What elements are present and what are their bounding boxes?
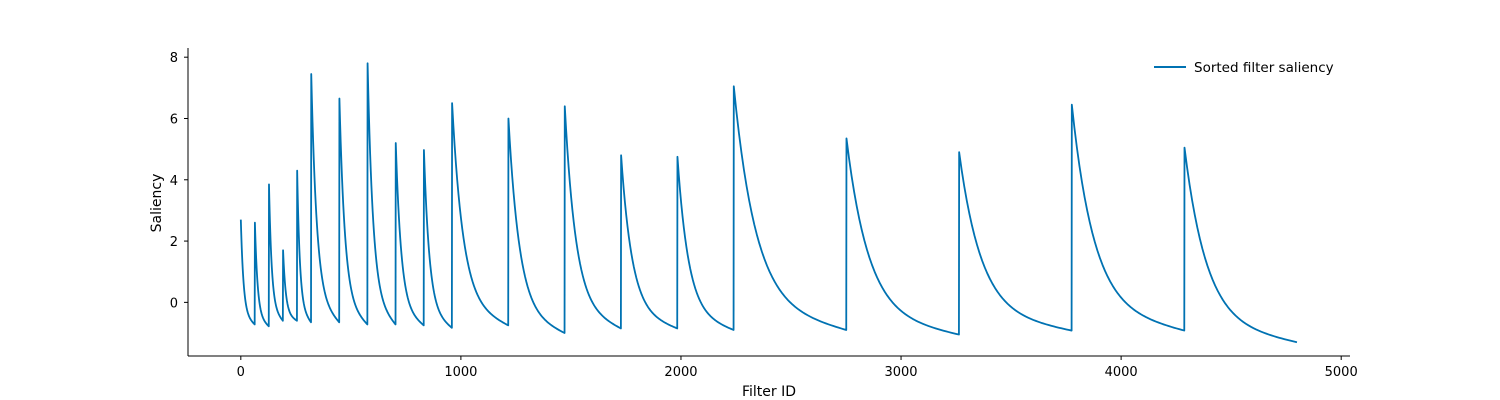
y-axis-label: Saliency — [149, 174, 165, 233]
legend-label: Sorted filter saliency — [1194, 60, 1334, 76]
x-tick-label: 2000 — [664, 365, 697, 380]
x-axis-label: Filter ID — [742, 384, 796, 400]
x-tick-label: 4000 — [1105, 365, 1138, 380]
x-tick-label: 5000 — [1325, 365, 1358, 380]
legend: Sorted filter saliency — [1154, 60, 1334, 76]
y-tick-label: 6 — [170, 112, 178, 127]
series-group — [239, 62, 1298, 344]
x-ticks: 0 1000 2000 3000 4000 5000 — [237, 356, 1358, 380]
y-tick-label: 4 — [170, 174, 178, 189]
y-tick-label: 0 — [170, 296, 178, 311]
y-tick-label: 2 — [170, 235, 178, 250]
y-ticks: 0 2 4 6 8 — [170, 51, 188, 311]
series-line — [239, 62, 1298, 344]
plot-area — [239, 62, 1298, 344]
y-tick-label: 8 — [170, 51, 178, 66]
x-tick-label: 1000 — [444, 365, 477, 380]
x-tick-label: 0 — [237, 365, 245, 380]
x-tick-label: 3000 — [884, 365, 917, 380]
